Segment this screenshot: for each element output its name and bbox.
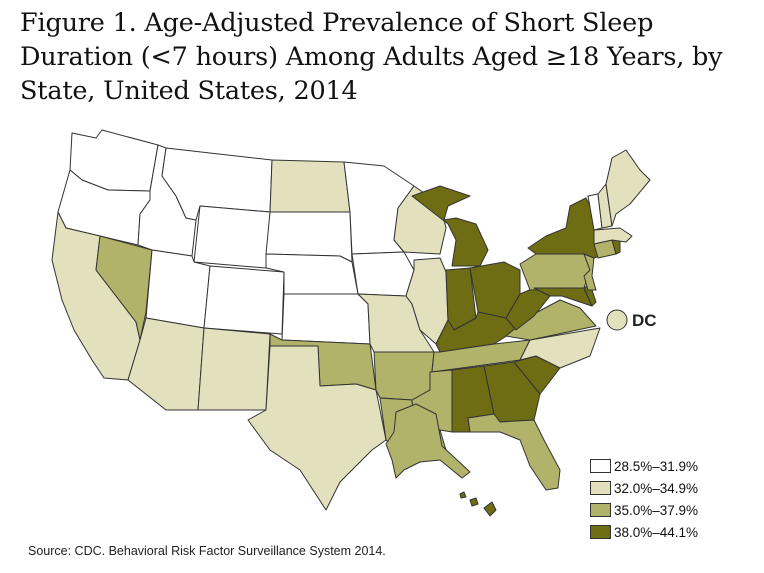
us-state-map: DC bbox=[51, 129, 657, 517]
state-IA bbox=[351, 251, 415, 297]
state-HI-3 bbox=[459, 491, 467, 499]
state-NM bbox=[197, 327, 271, 411]
state-KS bbox=[281, 293, 371, 345]
legend-label: 28.5%–31.9% bbox=[614, 458, 699, 474]
legend-label: 35.0%–37.9% bbox=[614, 502, 699, 518]
state-CO bbox=[203, 265, 285, 335]
state-PA bbox=[519, 253, 591, 291]
dc-label: DC bbox=[632, 311, 657, 330]
state-MA bbox=[593, 227, 633, 245]
legend-swatch bbox=[590, 481, 611, 495]
state-HI bbox=[483, 501, 497, 517]
legend-item: 28.5%–31.9% bbox=[590, 455, 750, 477]
legend-label: 38.0%–44.1% bbox=[614, 524, 699, 540]
legend-swatch bbox=[590, 503, 611, 517]
state-TX bbox=[247, 345, 387, 511]
state-ME bbox=[605, 149, 651, 227]
state-AK bbox=[385, 403, 471, 479]
source-note: Source: CDC. Behavioral Risk Factor Surv… bbox=[28, 544, 386, 558]
legend-item: 35.0%–37.9% bbox=[590, 499, 750, 521]
state-FL bbox=[467, 413, 561, 491]
state-IL bbox=[405, 257, 449, 345]
state-ND bbox=[269, 159, 351, 213]
state-NJ bbox=[583, 253, 597, 291]
legend-swatch bbox=[590, 459, 611, 473]
state-MI bbox=[411, 185, 489, 267]
legend-item: 32.0%–34.9% bbox=[590, 477, 750, 499]
state-HI-2 bbox=[469, 497, 479, 507]
legend-item: 38.0%–44.1% bbox=[590, 521, 750, 543]
legend-swatch bbox=[590, 525, 611, 539]
legend: 28.5%–31.9% 32.0%–34.9% 35.0%–37.9% 38.0… bbox=[590, 455, 750, 543]
dc-marker bbox=[606, 309, 628, 331]
figure-title: Figure 1. Age-Adjusted Prevalence of Sho… bbox=[20, 8, 723, 106]
state-WY bbox=[193, 205, 271, 269]
legend-label: 32.0%–34.9% bbox=[614, 480, 699, 496]
